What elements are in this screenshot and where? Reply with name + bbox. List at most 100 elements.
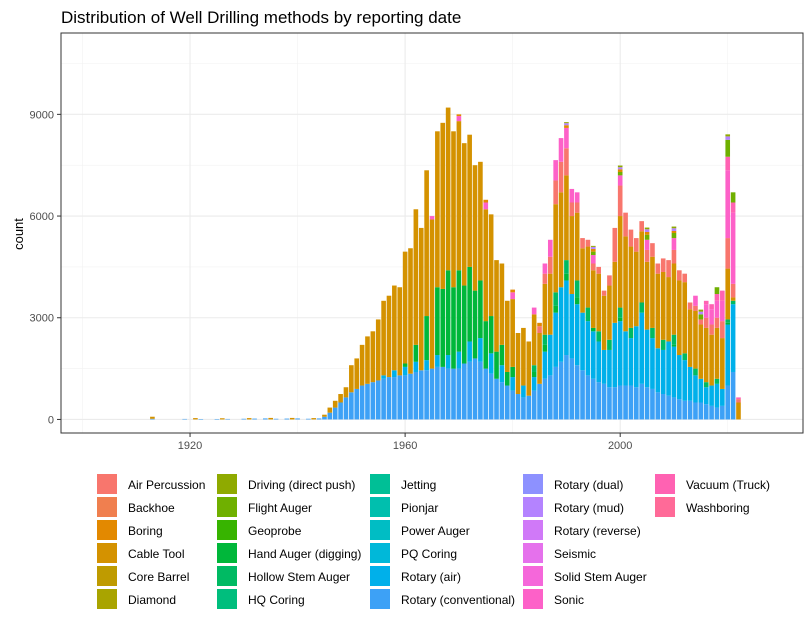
y-tick-label: 3000 [30,313,54,325]
bar-segment [472,290,478,359]
legend-key [370,520,390,540]
bar-segment [623,212,628,237]
bar-segment [564,260,569,274]
bar-segment [574,202,580,213]
bar-segment [730,300,736,305]
bar-segment [499,365,505,383]
bar-segment [537,326,542,333]
bar-segment [526,341,532,396]
legend-label: PQ Coring [401,547,457,561]
legend-key [217,543,237,563]
bar-segment [499,263,505,345]
bar-segment [424,170,429,317]
bar-segment [709,334,714,386]
bar-segment [671,344,677,347]
bar-segment [725,238,731,269]
bar-segment [494,378,499,420]
bar-segment [634,387,639,420]
bar-segment [655,263,661,274]
bar-segment [295,418,300,420]
bar-segment [655,392,661,420]
bar-segment [531,371,537,378]
bar-segment [590,248,596,252]
bar-segment [569,216,575,295]
bar-segment [488,353,494,374]
bar-segment [725,324,731,386]
legend-label: Rotary (conventional) [401,593,515,607]
bar-segment [370,382,376,420]
bar-segment [660,271,666,340]
bar-segment [386,377,392,420]
bar-segment [698,402,704,420]
legend-key [217,520,237,540]
bar-segment [714,287,720,295]
legend-label: Hollow Stem Auger [248,570,350,584]
bar-segment [429,368,435,420]
bar-segment [628,327,634,339]
bar-segment [601,295,607,350]
bar-segment [537,333,542,384]
bar-segment [553,292,558,306]
x-axis: 1920 1960 2000 [178,433,632,452]
legend-key [655,474,675,494]
bar-segment [655,348,661,393]
bar-segment [510,366,515,378]
bar-segment [617,185,623,217]
bar-segment [558,161,564,193]
bar-segment [714,317,720,328]
bar-segment [413,371,419,420]
bar-segment [564,273,569,281]
bar-segment [418,227,424,371]
bar-segment [445,368,451,420]
bar-segment [709,385,714,406]
bar-segment [617,171,623,176]
bar-segment [510,292,515,300]
bar-segment [639,312,645,384]
legend-key [655,497,675,517]
bar-segment [660,258,666,272]
bar-segment [564,280,569,356]
bar-segment [639,383,645,420]
bar-segment [709,405,714,420]
bar-segment [435,355,440,367]
bar-segment [483,202,489,210]
bar-segment [483,199,489,203]
bar-segment [693,402,698,420]
bar-segment [601,383,607,420]
bar-segment [343,397,349,420]
bar-segment [392,285,397,371]
legend-key [370,589,390,609]
bar-segment [413,361,419,372]
bar-segment [558,287,564,362]
bar-segment [316,418,322,420]
bar-segment [677,270,682,281]
bar-segment [682,282,688,354]
x-tick-label: 1920 [178,440,202,452]
bar-segment [574,192,580,203]
bar-segment [617,321,623,386]
bar-segment [343,387,349,398]
bar-segment [580,248,585,313]
bar-segment [542,263,548,274]
bar-segment [725,268,731,320]
bar-segment [703,382,709,388]
legend-key [370,566,390,586]
legend-label: Washboring [686,501,750,515]
bar-segment [531,377,537,391]
bar-segment [483,321,489,369]
bar-segment [488,214,494,317]
legend-key [97,543,117,563]
bar-segment [531,365,537,372]
bar-segment [644,229,650,232]
bar-segment [709,324,714,335]
bar-segment [461,285,467,364]
bar-segment [553,305,558,313]
bar-segment [730,192,736,203]
bar-segment [644,234,650,240]
bar-segment [456,351,462,369]
bar-segment [596,382,601,420]
bar-segment [150,416,155,419]
bar-segment [558,192,564,288]
bar-segment [693,375,698,403]
bar-segment [338,394,343,403]
